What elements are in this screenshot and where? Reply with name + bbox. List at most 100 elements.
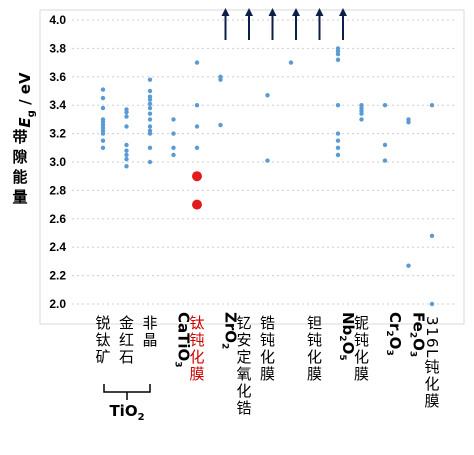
x-label-char: 化 — [236, 382, 251, 400]
data-point — [429, 301, 435, 307]
highlight-point — [192, 171, 202, 182]
data-point — [194, 145, 200, 150]
x-label-char: 钇 — [236, 314, 251, 332]
data-point — [171, 117, 176, 122]
data-point — [335, 138, 341, 143]
x-label-char: 化 — [307, 348, 322, 366]
x-category-label: Cr2O3 — [384, 312, 404, 356]
x-label-char: 3 — [423, 316, 441, 326]
data-point — [265, 158, 270, 163]
highlight-point — [192, 199, 202, 210]
data-point — [429, 233, 435, 239]
y-axis-label-char: 带 — [12, 128, 27, 146]
x-label-char: 钝 — [307, 331, 322, 349]
x-label-char: 钛 — [189, 314, 204, 332]
data-point — [335, 103, 341, 108]
y-axis-label-char: 隙 — [12, 148, 27, 166]
data-point — [124, 114, 129, 119]
x-label-char: 锆 — [260, 314, 275, 332]
y-axis-unit: / eV — [16, 72, 34, 110]
x-category-label: Fe2O3 — [408, 312, 428, 357]
x-label-char: 氧 — [236, 365, 251, 383]
x-label-char: 1 — [423, 327, 441, 337]
tio2-group-label: TiO2 — [109, 402, 144, 423]
arrow-head — [221, 8, 230, 16]
plot-frame — [39, 9, 465, 325]
y-axis-label-char: 量 — [12, 188, 27, 206]
data-point — [124, 164, 129, 169]
tio2-main: TiO — [109, 402, 137, 420]
x-label-char: 安 — [236, 331, 251, 349]
data-point — [147, 105, 153, 111]
data-point — [335, 51, 341, 57]
x-label-char: 钝 — [189, 331, 204, 349]
y-tick-label: 2.4 — [49, 240, 66, 254]
x-label-char: 钝 — [260, 331, 275, 349]
x-label-char: 钝 — [354, 331, 369, 349]
data-point — [147, 117, 153, 122]
data-point — [124, 152, 129, 158]
data-point — [124, 110, 129, 115]
y-tick-label: 4.0 — [49, 13, 66, 27]
data-point — [147, 97, 153, 102]
y-tick-label: 3.4 — [49, 98, 66, 112]
data-point — [100, 145, 106, 150]
data-point — [147, 145, 153, 150]
x-label-char: 膜 — [260, 365, 275, 383]
data-point — [382, 103, 388, 108]
data-point — [406, 120, 411, 125]
gridlines — [72, 19, 454, 305]
data-point — [382, 142, 388, 148]
y-axis-symbol-main: E — [16, 117, 34, 128]
y-axis-symbol: Eg / eV — [16, 72, 37, 128]
y-axis-label-char: 能 — [12, 168, 27, 186]
data-point — [406, 263, 411, 268]
x-label-char: 金 — [119, 314, 134, 332]
y-tick-label: 2.0 — [49, 297, 66, 311]
x-label-char: 膜 — [354, 365, 369, 383]
y-axis-symbol-sub: g — [26, 110, 37, 117]
arrows — [221, 8, 347, 40]
data-point — [335, 57, 341, 62]
x-label-char: 矿 — [95, 348, 110, 366]
x-category-label: CaTiO3 — [173, 312, 193, 368]
x-label-char: 钽 — [307, 314, 322, 332]
y-tick-label: 3.6 — [49, 70, 66, 84]
x-label-char: 钝 — [424, 358, 439, 376]
y-tick-label: 2.8 — [49, 183, 66, 197]
y-tick-labels: 2.0 2.2 2.4 2.6 2.8 3.0 3.2 3.4 3.6 3.8 4.0 — [49, 13, 66, 311]
y-tick-label: 3.2 — [49, 127, 66, 141]
data-point — [171, 145, 176, 150]
arrow-head — [268, 8, 277, 16]
data-point — [335, 152, 341, 158]
arrow-head — [315, 8, 324, 16]
x-label-char: 锆 — [236, 399, 251, 417]
x-label-char: 非 — [142, 314, 157, 332]
arrow-head — [339, 8, 347, 16]
data-point — [147, 124, 153, 129]
x-label-char: 铌 — [354, 314, 369, 332]
x-label-char: L — [423, 349, 441, 358]
x-label-char: 膜 — [307, 365, 322, 383]
x-label-char: 钛 — [95, 331, 110, 349]
data-point — [147, 111, 153, 116]
data-point — [100, 95, 106, 101]
x-label-char: 晶 — [142, 331, 157, 349]
data-point — [147, 77, 153, 82]
x-category-label: 非晶 — [142, 314, 157, 349]
arrow-head — [292, 8, 300, 16]
data-point — [147, 131, 153, 136]
data-point — [100, 105, 106, 111]
x-label-char: 膜 — [189, 365, 204, 383]
data-point — [359, 117, 364, 122]
data-point — [124, 124, 129, 129]
data-point — [171, 131, 176, 136]
data-point — [194, 124, 200, 129]
tio2-sub: 2 — [138, 412, 145, 423]
